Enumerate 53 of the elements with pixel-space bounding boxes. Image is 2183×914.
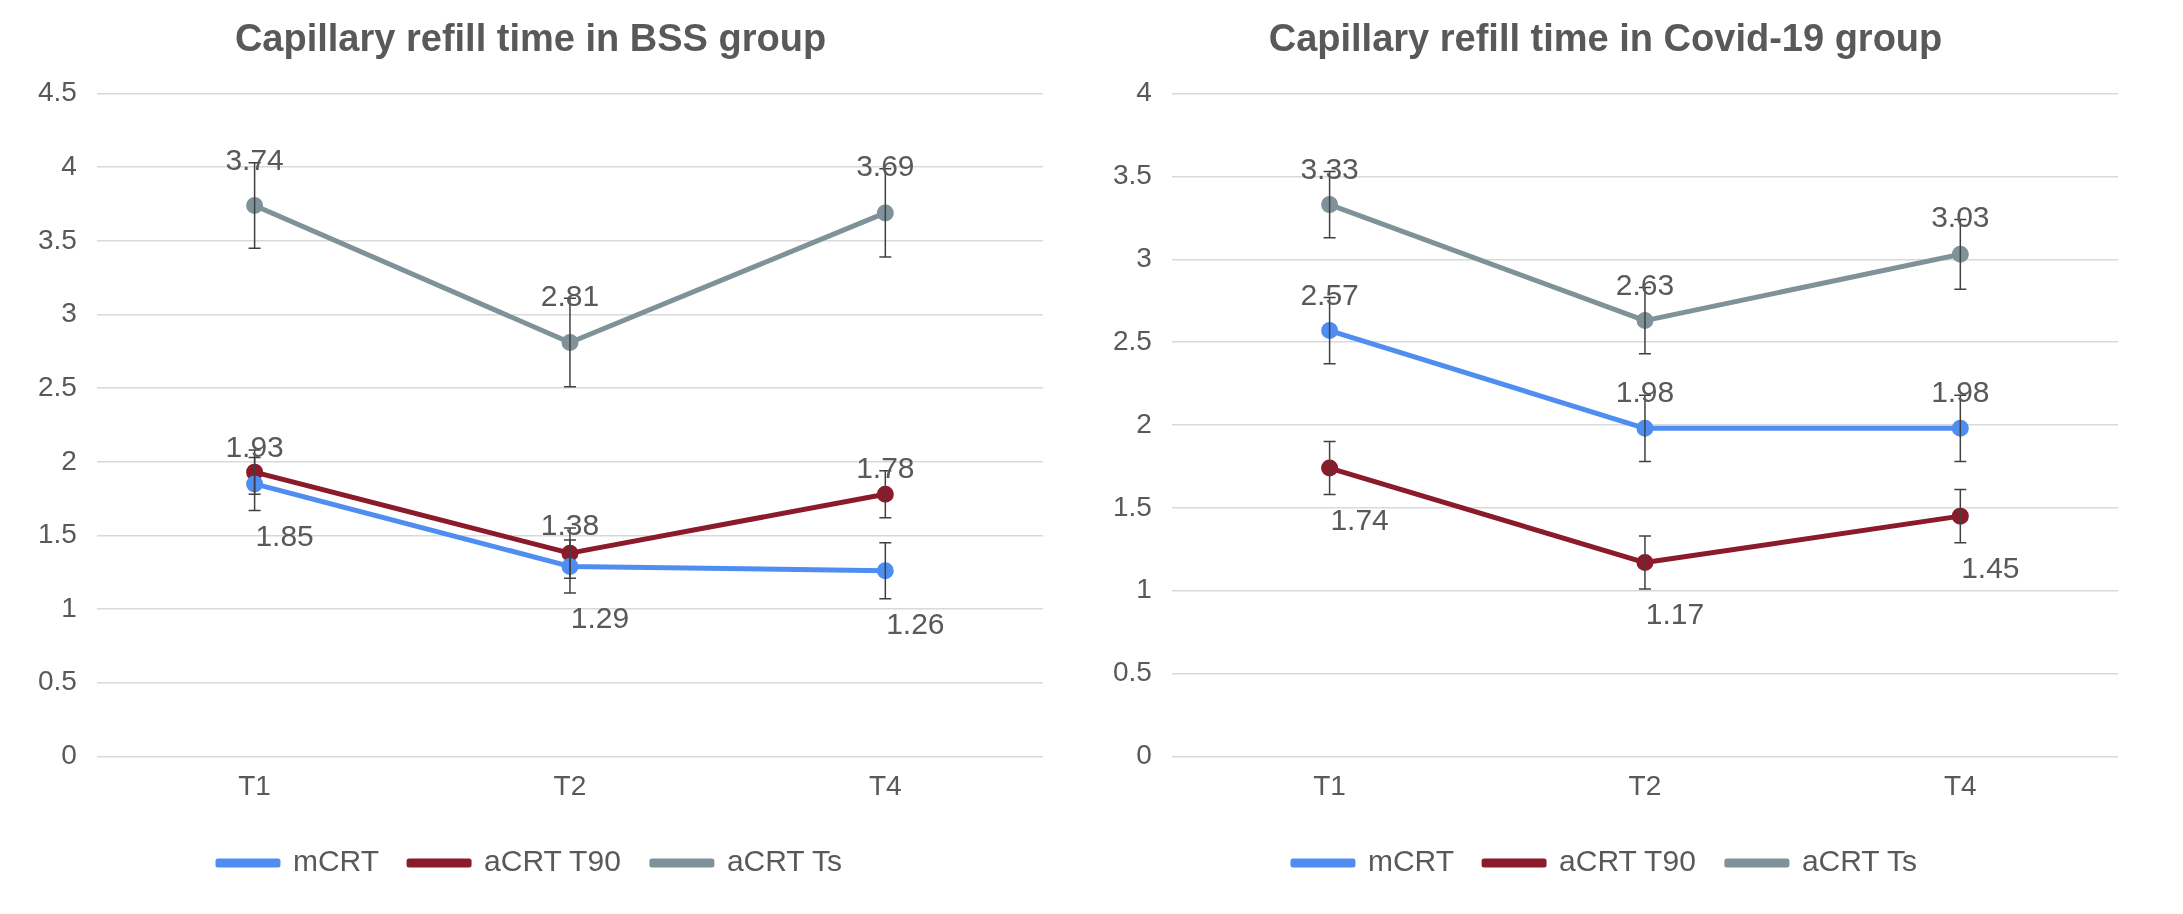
- y-tick-label: 2: [61, 444, 77, 476]
- data-label: 1.98: [1615, 375, 1675, 409]
- data-label: 1.98: [1931, 375, 1990, 409]
- data-label: 1.78: [856, 450, 915, 484]
- x-tick-label: T4: [1943, 769, 1977, 801]
- data-label: 1.17: [1645, 597, 1705, 631]
- y-tick-label: 1.5: [37, 518, 77, 550]
- legend-label: mCRT: [1367, 844, 1455, 878]
- x-tick-label: T2: [553, 769, 587, 801]
- data-label: 1.93: [225, 430, 284, 464]
- x-tick-label: T2: [1628, 769, 1662, 801]
- data-label: 1.38: [540, 508, 600, 542]
- legend-label: aCRT T90: [1559, 844, 1696, 878]
- y-tick-label: 1.5: [1112, 490, 1152, 522]
- point: [246, 475, 264, 493]
- data-label: 3.33: [1300, 151, 1359, 185]
- data-label: 3.03: [1931, 199, 1990, 233]
- y-tick-label: 2.5: [37, 370, 77, 402]
- point: [246, 197, 264, 215]
- y-tick-label: 1: [61, 591, 77, 623]
- x-tick-label: T1: [1313, 769, 1346, 801]
- data-label: 3.69: [856, 148, 915, 182]
- y-tick-label: 1: [1136, 573, 1152, 605]
- data-label: 2.63: [1615, 267, 1675, 301]
- legend-label: aCRT Ts: [1801, 844, 1917, 878]
- x-tick-label: T1: [238, 769, 271, 801]
- y-tick-label: 4: [61, 149, 77, 181]
- data-label: 3.74: [225, 143, 284, 177]
- y-tick-label: 4: [1136, 76, 1152, 108]
- data-label: 1.29: [570, 601, 630, 635]
- data-label: 1.26: [886, 607, 945, 641]
- y-tick-label: 3: [61, 297, 77, 329]
- y-tick-label: 0.5: [37, 665, 77, 697]
- data-label: 1.45: [1961, 550, 2020, 584]
- y-tick-label: 3: [1136, 242, 1152, 274]
- y-tick-label: 2.5: [1112, 324, 1152, 356]
- y-tick-label: 4.5: [37, 76, 77, 108]
- x-tick-label: T4: [868, 769, 902, 801]
- y-tick-label: 3.5: [1112, 159, 1152, 191]
- data-label: 1.74: [1330, 502, 1389, 536]
- legend-label: mCRT: [292, 844, 380, 878]
- chart-title: Capillary refill time in Covid-19 group: [1268, 17, 1943, 60]
- y-tick-label: 2: [1136, 407, 1152, 439]
- y-tick-label: 0: [1136, 739, 1152, 771]
- y-tick-label: 0: [61, 739, 77, 771]
- legend-label: aCRT Ts: [726, 844, 842, 878]
- legend-label: aCRT T90: [484, 844, 621, 878]
- data-label: 2.81: [540, 278, 600, 312]
- y-tick-label: 0.5: [1112, 656, 1152, 688]
- data-label: 1.85: [255, 518, 314, 552]
- y-tick-label: 3.5: [37, 223, 77, 255]
- data-label: 2.57: [1300, 277, 1359, 311]
- chart-title: Capillary refill time in BSS group: [234, 17, 827, 60]
